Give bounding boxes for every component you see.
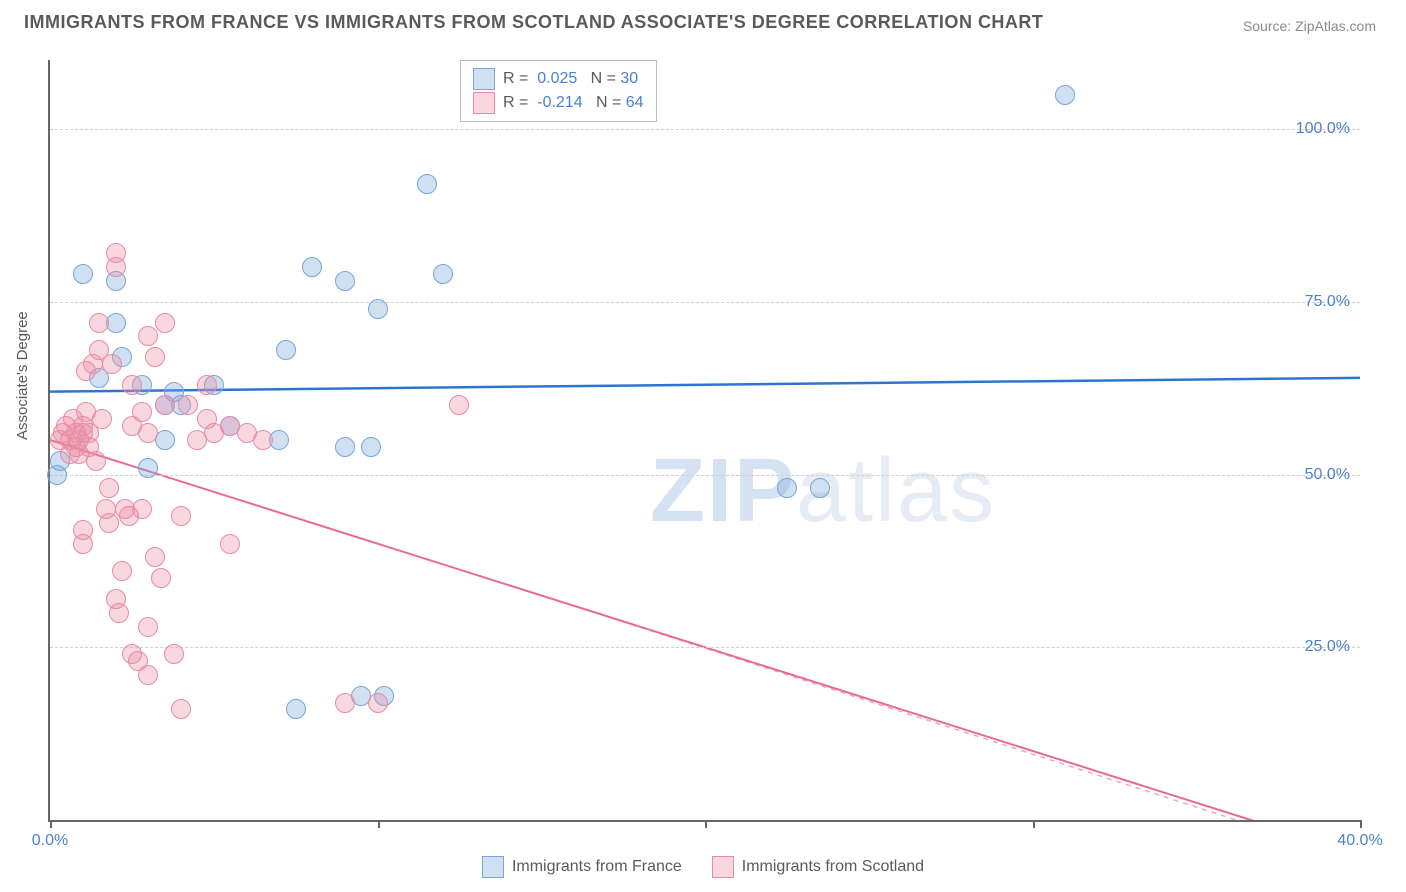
scatter-point [197,375,217,395]
xtick [1360,820,1362,828]
scatter-point [276,340,296,360]
trend-line [50,378,1360,392]
scatter-point [253,430,273,450]
scatter-point [220,534,240,554]
scatter-point [89,313,109,333]
scatter-point [112,561,132,581]
gridline-h [50,647,1360,648]
plot-area: ZIPatlas 25.0%50.0%75.0%100.0%0.0%40.0% [48,60,1360,822]
xtick [50,820,52,828]
trend-line [50,440,1251,820]
series-legend: Immigrants from France Immigrants from Sc… [0,856,1406,878]
scatter-point [132,402,152,422]
scatter-point [164,644,184,664]
scatter-point [286,699,306,719]
legend-stat-text: R = 0.025 N = 30 [503,67,638,91]
scatter-point [73,264,93,284]
legend-swatch [482,856,504,878]
ytick-label: 100.0% [1296,120,1350,138]
scatter-point [138,423,158,443]
scatter-point [368,299,388,319]
scatter-point [155,395,175,415]
scatter-point [171,699,191,719]
scatter-point [335,693,355,713]
scatter-point [138,665,158,685]
scatter-point [99,478,119,498]
scatter-point [433,264,453,284]
bottom-legend-item: Immigrants from Scotland [712,856,924,878]
scatter-point [102,354,122,374]
scatter-point [368,693,388,713]
scatter-point [417,174,437,194]
legend-label: Immigrants from Scotland [742,858,924,876]
ytick-label: 75.0% [1305,293,1350,311]
scatter-point [810,478,830,498]
xtick-label: 0.0% [32,832,68,850]
scatter-point [449,395,469,415]
scatter-point [138,458,158,478]
y-axis-label: Associate's Degree [14,311,31,440]
scatter-point [361,437,381,457]
scatter-point [138,617,158,637]
scatter-point [151,568,171,588]
scatter-point [145,547,165,567]
xtick [378,820,380,828]
scatter-point [171,506,191,526]
trend-line-dashed [574,606,1360,820]
scatter-point [777,478,797,498]
gridline-h [50,129,1360,130]
chart-title: IMMIGRANTS FROM FRANCE VS IMMIGRANTS FRO… [24,12,1043,33]
legend-swatch [473,68,495,90]
ytick-label: 25.0% [1305,638,1350,656]
scatter-point [155,313,175,333]
xtick-label: 40.0% [1337,832,1382,850]
xtick [1033,820,1035,828]
watermark-bold: ZIP [650,441,796,541]
legend-row: R = 0.025 N = 30 [473,67,644,91]
scatter-point [145,347,165,367]
legend-stat-text: R = -0.214 N = 64 [503,91,644,115]
scatter-point [1055,85,1075,105]
ytick-label: 50.0% [1305,466,1350,484]
gridline-h [50,302,1360,303]
legend-row: R = -0.214 N = 64 [473,91,644,115]
scatter-point [106,243,126,263]
correlation-legend: R = 0.025 N = 30R = -0.214 N = 64 [460,60,657,122]
bottom-legend-item: Immigrants from France [482,856,682,878]
gridline-h [50,475,1360,476]
scatter-point [335,437,355,457]
scatter-point [109,603,129,623]
scatter-point [335,271,355,291]
scatter-point [138,326,158,346]
scatter-point [86,451,106,471]
scatter-point [73,534,93,554]
scatter-point [122,375,142,395]
legend-swatch [712,856,734,878]
scatter-point [302,257,322,277]
scatter-point [178,395,198,415]
scatter-point [99,513,119,533]
source-attribution: Source: ZipAtlas.com [1243,18,1376,34]
legend-swatch [473,92,495,114]
xtick [705,820,707,828]
scatter-point [92,409,112,429]
scatter-point [132,499,152,519]
legend-label: Immigrants from France [512,858,682,876]
